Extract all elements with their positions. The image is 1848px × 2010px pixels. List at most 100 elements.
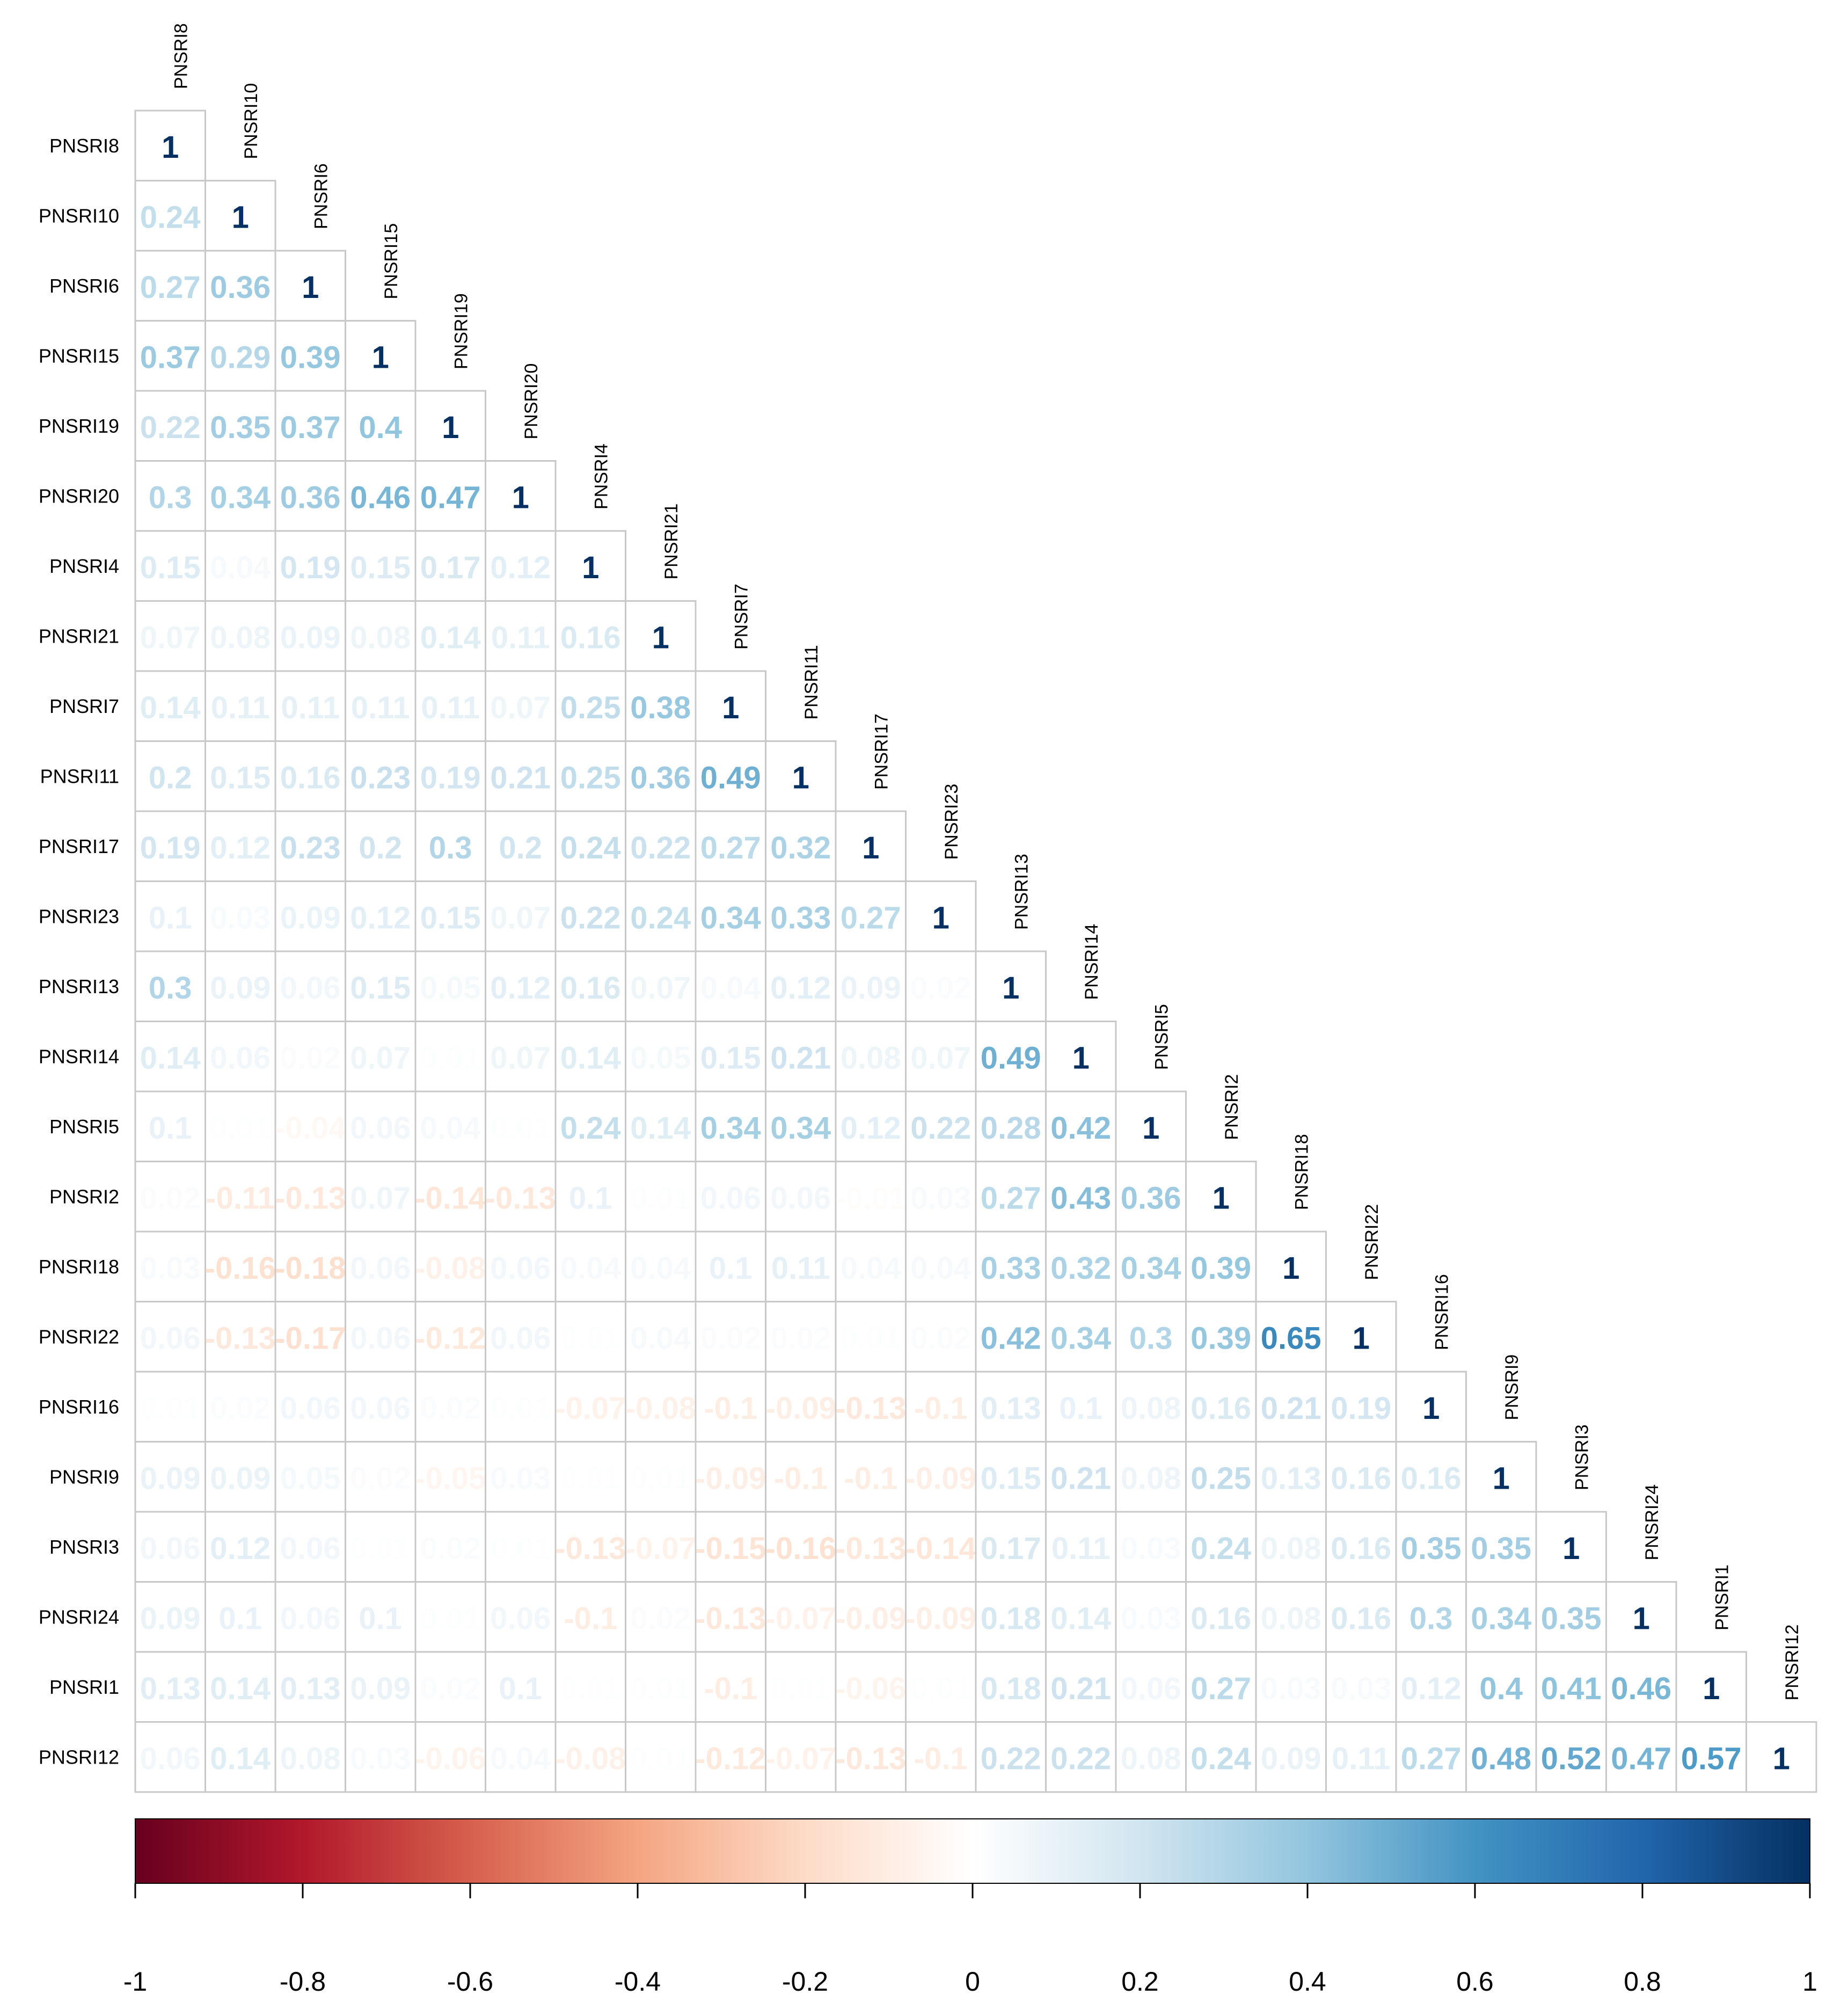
matrix-cell [345,320,417,392]
correlation-value: 0.19 [280,550,341,585]
correlation-value: -0.1 [914,1741,968,1776]
matrix-cell [1605,1721,1677,1793]
matrix-cell [554,1441,626,1513]
correlation-value: 0.21 [770,1040,831,1075]
correlation-value: 0.43 [1050,1181,1111,1215]
matrix: PNSRI8 1 PNSRI10 0.24 1 PNSRI6 0.27 0.36 1 PNSRI1… [39,23,1817,1793]
matrix-cell [485,1511,557,1583]
column-label: PNSRI18 [1291,1134,1312,1210]
matrix-cell [274,950,346,1022]
matrix-cell [204,460,276,532]
matrix-cell [345,810,417,882]
colorbar-tick-label: -1 [123,1967,147,1997]
correlation-value: 0.16 [1401,1461,1462,1496]
matrix-cell [134,880,206,952]
correlation-value: 0.07 [490,1040,551,1075]
correlation-value: 0.32 [770,831,831,865]
correlation-value: 0.24 [560,831,621,865]
correlation-value: 0.03 [1121,1601,1181,1636]
correlation-value: 0.09 [350,1671,411,1706]
correlation-value: 0.11 [351,690,410,725]
correlation-value: 0.01 [490,1531,551,1566]
diagonal-value: 1 [372,340,389,375]
matrix-cell [414,1090,486,1162]
matrix-cell [414,1441,486,1513]
correlation-value: 0.57 [1681,1741,1742,1776]
correlation-value: -0.07 [555,1391,626,1426]
matrix-cell [554,880,626,952]
matrix-cell [134,180,206,252]
matrix-cell [485,670,557,742]
correlation-value: 0.17 [981,1531,1041,1566]
matrix-cell [835,1371,907,1443]
correlation-value: 0.11 [281,690,340,725]
correlation-value: 0.65 [1261,1321,1321,1356]
matrix-cell [1325,1581,1397,1653]
correlation-value: 0.13 [1261,1461,1321,1496]
matrix-cell [204,1161,276,1233]
correlation-value: 0.11 [1332,1741,1391,1776]
correlation-value: 0.02 [630,1601,691,1636]
correlation-value: 0.1 [569,1181,612,1215]
diagonal-value: 1 [1493,1461,1510,1496]
correlation-value: 0.04 [560,1251,621,1286]
matrix-cell [345,1441,417,1513]
matrix-cell [485,880,557,952]
correlation-value: 0.22 [140,410,201,445]
correlation-value: 0.41 [1541,1671,1602,1706]
correlation-value: -0.05 [415,1461,486,1496]
matrix-cell [905,1441,977,1513]
correlation-value: 0.06 [350,1391,411,1426]
correlation-value: 0.04 [700,971,761,1006]
matrix-cell [1395,1651,1467,1723]
correlation-value: 0.01 [630,1741,691,1776]
matrix-cell [345,390,417,462]
correlation-value: 0.14 [1050,1601,1111,1636]
column-label: PNSRI12 [1782,1625,1802,1701]
correlation-value: -0.06 [415,1741,486,1776]
correlation-value: 0.04 [630,1321,691,1356]
colorbar-tick-label: -0.8 [280,1967,326,1997]
matrix-cell [1395,1581,1467,1653]
matrix-cell [554,1230,626,1302]
matrix-cell [204,530,276,602]
matrix-cell [765,1371,837,1443]
correlation-value: 0.03 [350,1741,411,1776]
row-label: PNSRI19 [39,415,119,437]
correlation-value: 0.12 [490,971,551,1006]
matrix-cell [485,1021,557,1093]
column-label: PNSRI9 [1502,1354,1522,1421]
colorbar: -1 -0.8 -0.6 -0.4 -0.2 0 0.2 0.4 0.6 0.8 1 [123,1818,1817,1997]
correlation-value: 0.14 [630,1111,691,1146]
correlation-value: -0.08 [555,1741,626,1776]
matrix-cell [975,1651,1047,1723]
matrix-cell [485,460,557,532]
matrix-cell [1045,1161,1117,1233]
column-label: PNSRI21 [661,504,682,580]
matrix-cell [625,1721,697,1793]
correlation-value: 0.48 [1471,1741,1531,1776]
matrix-cell [975,950,1047,1022]
correlation-value: 0.09 [210,1461,271,1496]
column-label: PNSRI15 [381,223,401,300]
correlation-value: 0.01 [630,1461,691,1496]
matrix-cell [485,1230,557,1302]
column-label: PNSRI23 [941,784,962,860]
matrix-cell [345,1651,417,1723]
correlation-value: 0.27 [1401,1741,1462,1776]
matrix-cell [274,460,346,532]
column-label: PNSRI24 [1642,1484,1662,1561]
matrix-cell [1185,1161,1257,1233]
matrix-cell [134,110,206,181]
correlation-value: -0.16 [205,1251,276,1286]
correlation-value: -0.14 [415,1181,486,1215]
matrix-cell [554,1090,626,1162]
diagonal-value: 1 [1212,1181,1230,1215]
column-label: PNSRI3 [1572,1424,1592,1490]
correlation-value: -0.09 [695,1461,766,1496]
correlation-value: 0.14 [140,690,201,725]
row-label: PNSRI13 [39,975,119,997]
diagonal-value: 1 [302,270,319,305]
correlation-value: 0.37 [280,410,341,445]
correlation-value: -0.12 [695,1741,766,1776]
